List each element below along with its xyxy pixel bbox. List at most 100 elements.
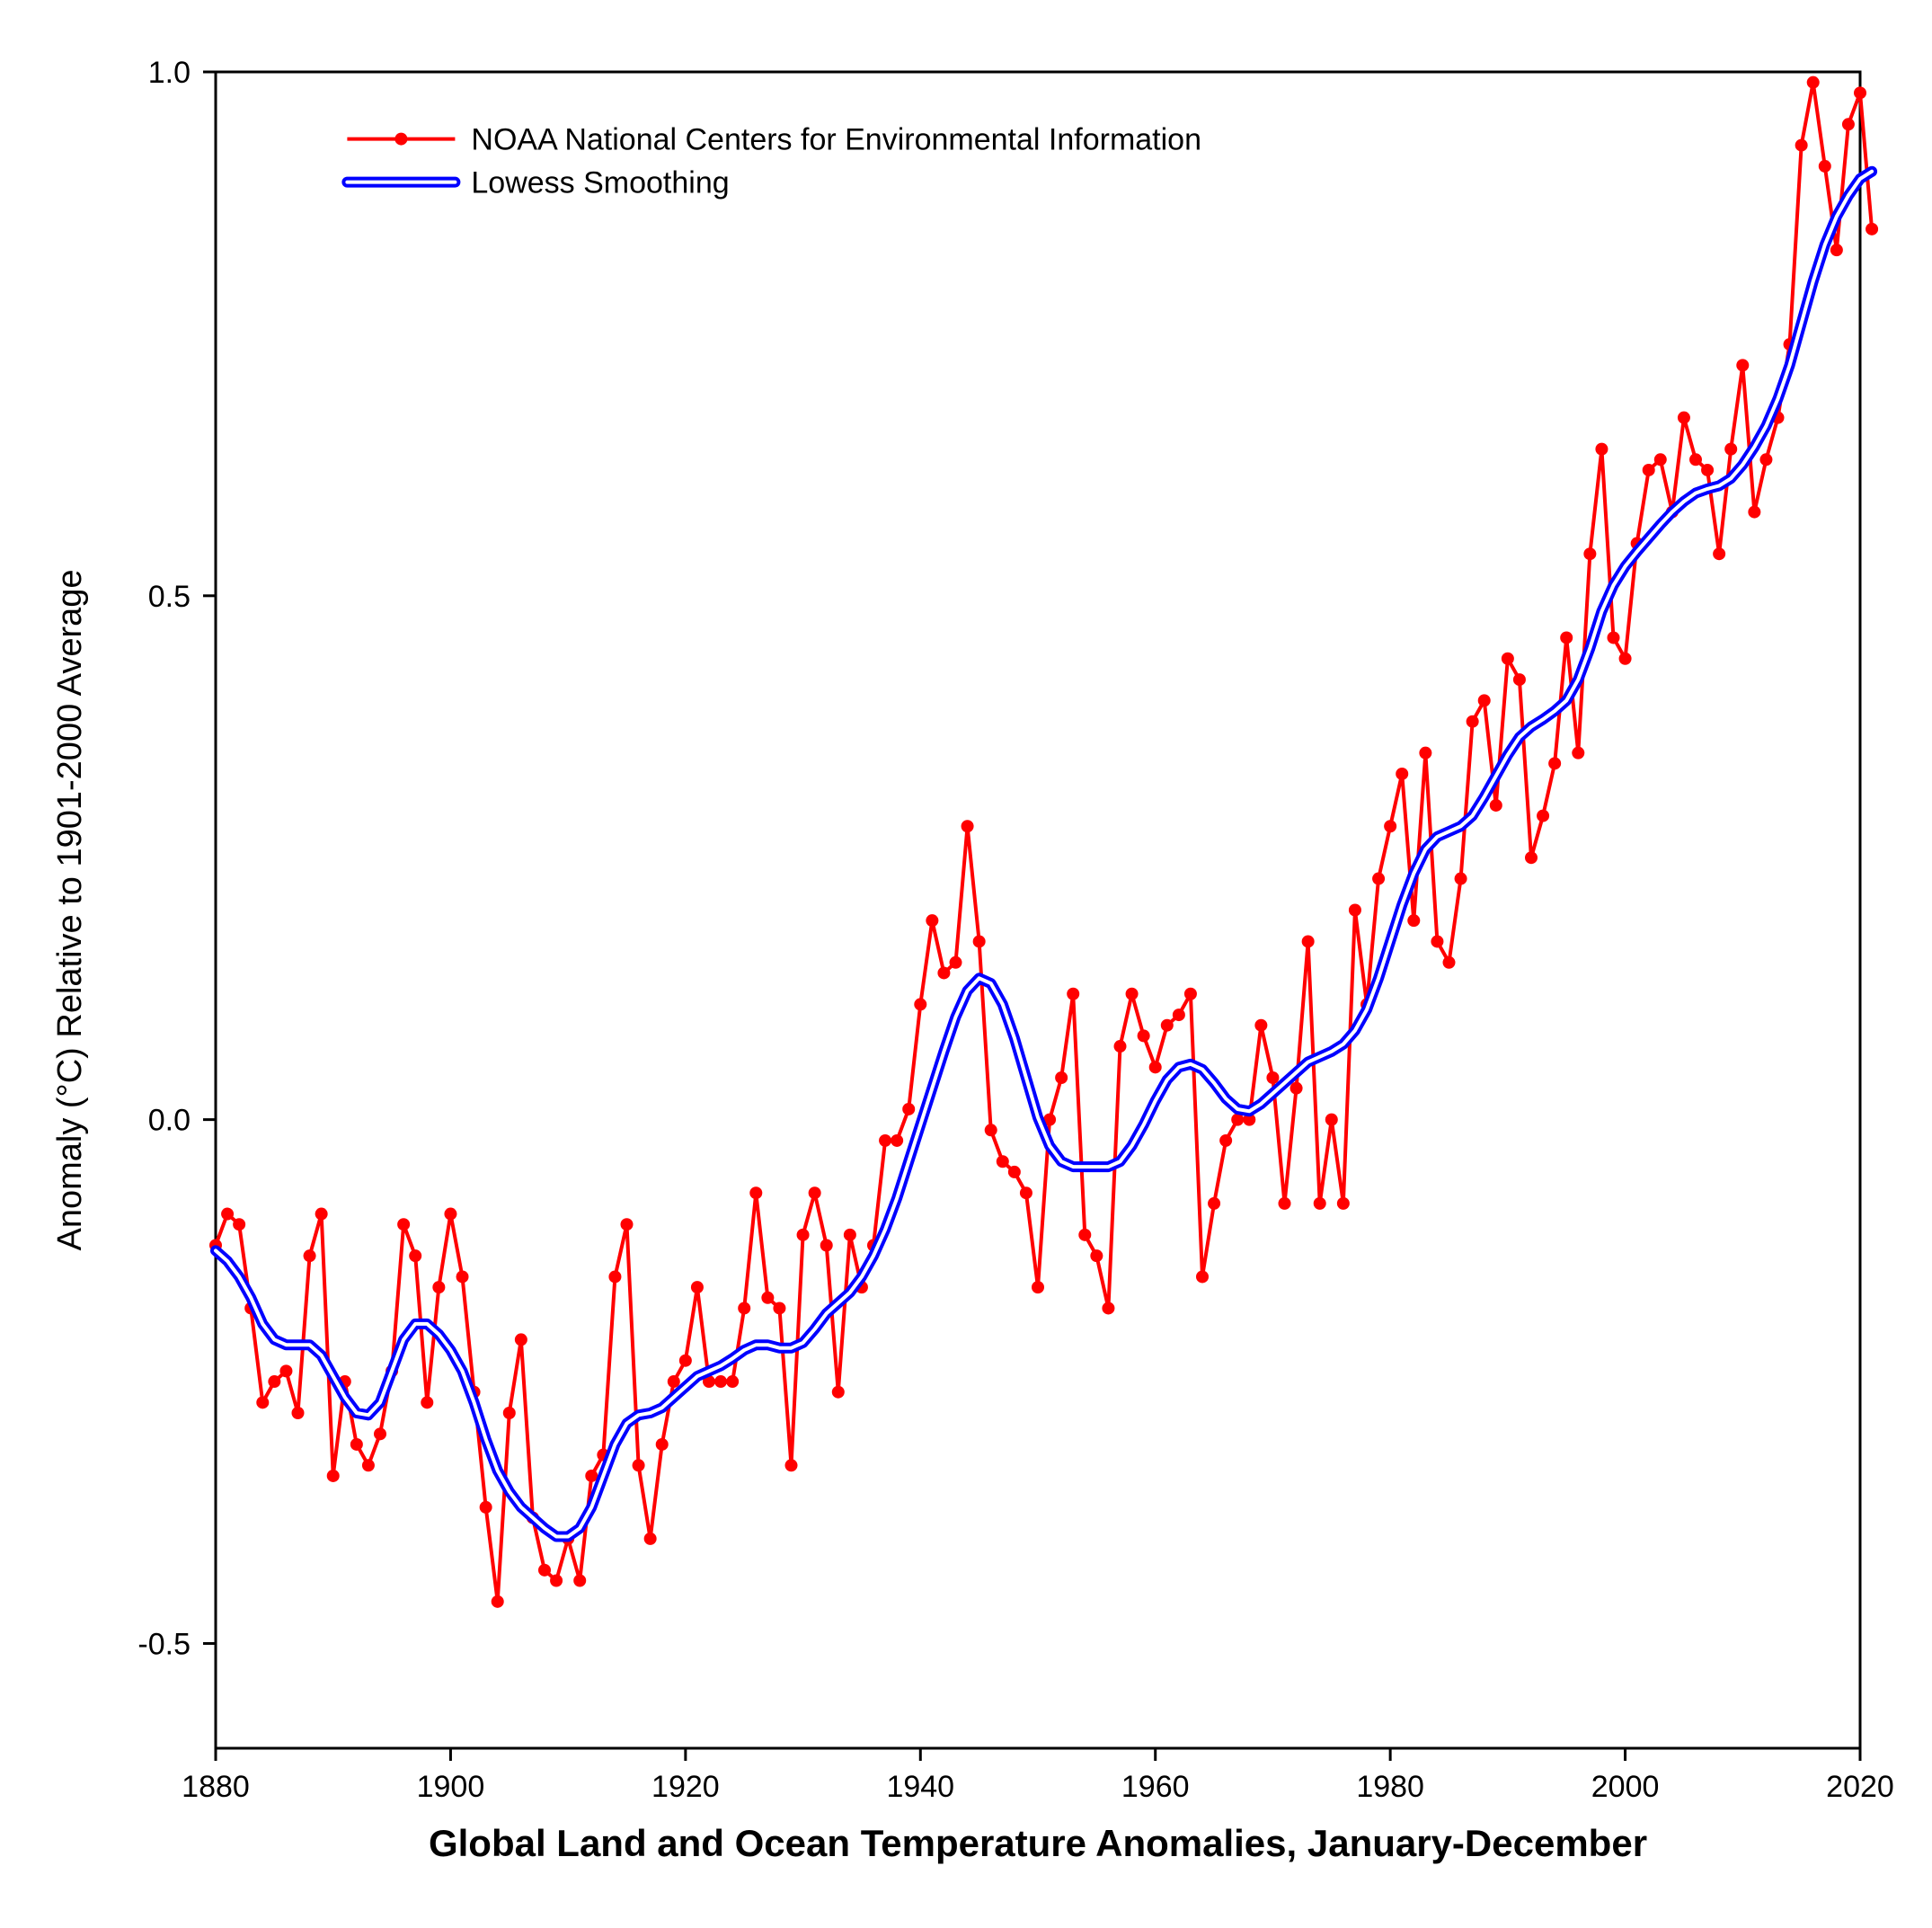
x-tick-label: 1980 [1356, 1770, 1424, 1804]
y-tick-label: 0.5 [148, 580, 191, 614]
annual-marker [797, 1229, 810, 1241]
annual-marker [421, 1396, 433, 1408]
annual-marker [550, 1575, 563, 1587]
annual-marker [538, 1564, 551, 1577]
annual-marker [456, 1270, 469, 1283]
y-tick-label: 1.0 [148, 56, 191, 90]
annual-marker [1020, 1186, 1032, 1199]
annual-marker [1608, 631, 1620, 644]
annual-marker [1184, 988, 1197, 1000]
annual-marker [738, 1302, 750, 1314]
annual-marker [1619, 653, 1632, 665]
annual-marker [1443, 956, 1456, 969]
annual-marker [1055, 1071, 1068, 1084]
annual-marker [503, 1407, 516, 1419]
annual-marker [1208, 1197, 1220, 1210]
annual-marker [761, 1292, 774, 1304]
annual-marker [1337, 1197, 1350, 1210]
annual-marker [279, 1364, 292, 1377]
annual-marker [1560, 631, 1573, 644]
annual-marker [1724, 443, 1737, 456]
annual-marker [1643, 464, 1655, 476]
annual-marker [1196, 1270, 1209, 1283]
y-axis-label: Anomaly (°C) Relative to 1901-2000 Avera… [51, 569, 89, 1250]
annual-marker [1325, 1114, 1338, 1126]
annual-marker [621, 1218, 634, 1231]
annual-marker [374, 1427, 386, 1440]
annual-marker [221, 1208, 234, 1221]
x-tick-label: 2000 [1591, 1770, 1660, 1804]
annual-marker [1302, 935, 1315, 947]
annual-marker [256, 1396, 269, 1408]
x-tick-label: 1920 [651, 1770, 720, 1804]
annual-marker [1713, 547, 1725, 560]
annual-marker [633, 1459, 645, 1471]
x-tick-label: 1960 [1121, 1770, 1190, 1804]
annual-marker [1689, 453, 1702, 466]
annual-marker [1572, 747, 1584, 760]
annual-marker [1548, 757, 1561, 769]
annual-marker [1384, 820, 1396, 832]
annual-marker [268, 1375, 280, 1388]
annual-marker [1678, 412, 1690, 424]
annual-marker [1537, 810, 1549, 822]
annual-marker [1290, 1082, 1303, 1095]
annual-marker [937, 966, 950, 979]
annual-marker [1595, 443, 1608, 456]
annual-marker [1008, 1166, 1021, 1178]
annual-marker [1502, 653, 1514, 665]
annual-marker [809, 1186, 821, 1199]
annual-marker [691, 1281, 704, 1293]
annual-marker [304, 1249, 316, 1262]
annual-marker [1173, 1008, 1185, 1021]
temperature-anomaly-chart: 18801900192019401960198020002020-0.50.00… [0, 0, 1932, 1928]
annual-marker [973, 935, 986, 947]
chart-title: Global Land and Ocean Temperature Anomal… [429, 1822, 1647, 1864]
annual-marker [1490, 799, 1502, 812]
annual-marker [1161, 1019, 1174, 1032]
annual-marker [644, 1533, 657, 1545]
annual-marker [926, 914, 938, 927]
annual-marker [350, 1438, 363, 1451]
annual-marker [962, 820, 974, 832]
annual-marker [397, 1218, 410, 1231]
annual-marker [679, 1355, 692, 1367]
annual-marker [950, 956, 962, 969]
annual-marker [749, 1186, 762, 1199]
annual-marker [1819, 160, 1831, 173]
annual-marker [985, 1124, 997, 1136]
annual-marker [1279, 1197, 1291, 1210]
annual-marker [1090, 1249, 1103, 1262]
annual-marker [608, 1270, 621, 1283]
annual-marker [1830, 244, 1843, 256]
annual-marker [1842, 118, 1855, 130]
annual-marker [573, 1575, 586, 1587]
annual-marker [1736, 359, 1749, 371]
annual-marker [1254, 1019, 1267, 1032]
annual-marker [515, 1333, 527, 1346]
annual-marker [1219, 1134, 1232, 1147]
y-tick-label: -0.5 [137, 1627, 191, 1661]
annual-marker [1349, 904, 1361, 917]
x-tick-label: 1940 [886, 1770, 954, 1804]
annual-marker [1266, 1071, 1279, 1084]
annual-marker [714, 1375, 727, 1388]
annual-marker [432, 1281, 445, 1293]
annual-marker [1525, 851, 1538, 864]
annual-marker [773, 1302, 785, 1314]
annual-marker [1067, 988, 1079, 1000]
annual-marker [668, 1375, 680, 1388]
annual-marker [1854, 86, 1866, 99]
x-tick-label: 2020 [1826, 1770, 1894, 1804]
annual-marker [1102, 1302, 1114, 1314]
annual-marker [292, 1407, 305, 1419]
annual-marker [820, 1239, 833, 1252]
annual-marker [1583, 547, 1596, 560]
annual-marker [480, 1501, 492, 1514]
annual-marker [902, 1103, 915, 1115]
x-tick-label: 1900 [417, 1770, 485, 1804]
annual-marker [1467, 715, 1479, 728]
legend-label: NOAA National Centers for Environmental … [471, 123, 1201, 157]
annual-marker [1314, 1197, 1326, 1210]
annual-marker [444, 1208, 456, 1221]
